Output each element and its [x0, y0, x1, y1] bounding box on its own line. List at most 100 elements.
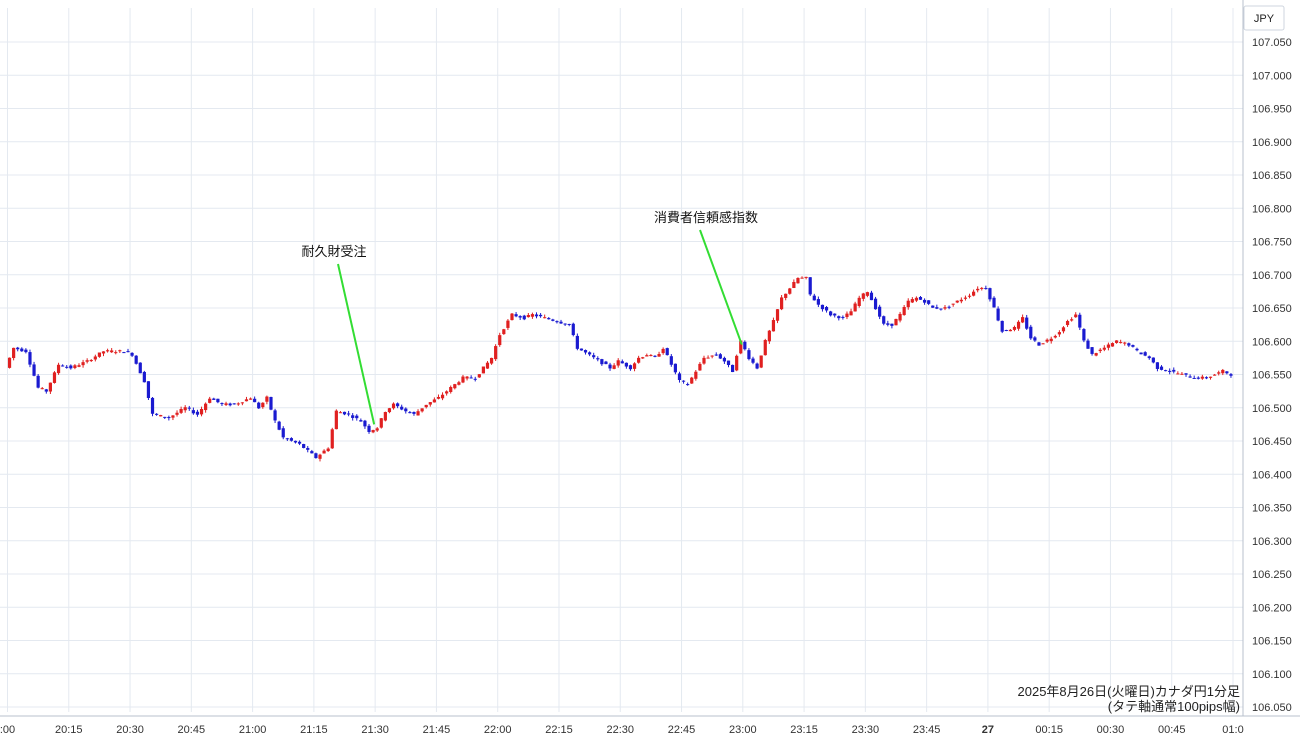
annotations: 耐久財受注 消費者信頼感指数	[301, 210, 758, 425]
candle-body	[935, 307, 939, 309]
candle-body	[784, 293, 788, 298]
candle-body	[502, 329, 506, 335]
tick-labels: 106.050 106.100 106.150 106.200 106.250 106.3…	[0, 13, 1292, 736]
candle-body	[767, 330, 771, 342]
candle	[1163, 369, 1168, 372]
candle	[396, 402, 400, 409]
candle-body	[269, 396, 273, 410]
y-tick-label: 106.800	[1252, 203, 1292, 215]
candle-body	[755, 363, 759, 369]
candle-body	[951, 303, 955, 305]
candle	[400, 404, 404, 411]
candle-body	[330, 429, 334, 449]
candle	[265, 395, 269, 405]
candle	[28, 349, 32, 368]
candle-body	[20, 348, 24, 352]
x-tick-label: 23:00	[729, 724, 757, 736]
y-tick-label: 106.150	[1252, 636, 1292, 648]
candles	[7, 276, 1233, 462]
x-tick-label: 20:30	[116, 724, 144, 736]
candle	[367, 423, 371, 434]
candle	[69, 364, 73, 370]
candle-body	[730, 364, 735, 373]
candle-body	[743, 341, 747, 350]
candle	[204, 402, 208, 413]
candle-body	[534, 314, 539, 317]
candle	[755, 362, 759, 370]
candle	[1196, 376, 1200, 380]
candle-body	[408, 412, 412, 414]
candle	[1000, 320, 1004, 334]
candle	[530, 312, 535, 319]
candle	[555, 320, 559, 324]
candle	[812, 293, 816, 301]
y-tick-label: 106.450	[1252, 436, 1292, 448]
candle	[330, 427, 334, 449]
candle-body	[81, 362, 85, 366]
candle-body	[616, 360, 620, 366]
candle-body	[841, 316, 845, 318]
candle	[134, 355, 138, 365]
candle-body	[906, 300, 910, 308]
candle-body	[628, 365, 633, 370]
candle-body	[306, 447, 310, 450]
candle-body	[1139, 352, 1143, 355]
candle-body	[963, 297, 968, 299]
candle	[346, 410, 351, 417]
x-tick-label: 23:30	[852, 724, 880, 736]
candle-body	[285, 438, 289, 440]
candle-body	[972, 291, 976, 296]
candle	[314, 452, 318, 459]
candle-body	[812, 295, 816, 301]
candle	[690, 376, 694, 384]
candle	[976, 286, 980, 293]
candle-body	[391, 403, 396, 409]
candle	[77, 363, 81, 368]
candle-body	[1074, 314, 1078, 318]
x-tick-label: 20:15	[55, 724, 83, 736]
candle-body	[322, 450, 326, 454]
candle	[1114, 340, 1119, 344]
candle-body	[608, 364, 612, 369]
candle	[575, 333, 579, 351]
candle	[722, 356, 727, 364]
candle-body	[171, 415, 175, 418]
candle	[800, 276, 804, 279]
candle	[1106, 342, 1111, 351]
candle-body	[61, 365, 65, 367]
candle-body	[873, 298, 878, 310]
candle	[326, 447, 330, 452]
candle	[24, 348, 28, 354]
candle-body	[943, 307, 947, 309]
candle	[1041, 343, 1045, 345]
candle	[947, 305, 951, 310]
candle	[355, 414, 359, 421]
candle-body	[665, 348, 669, 356]
candle	[118, 349, 122, 354]
candle-body	[988, 288, 992, 300]
candle-body	[461, 376, 465, 383]
candle	[40, 386, 44, 390]
candle	[559, 319, 563, 324]
candle	[167, 415, 171, 421]
candle	[686, 382, 690, 386]
candle-body	[1090, 347, 1094, 354]
candle-body	[302, 444, 306, 448]
candle-body	[833, 313, 837, 316]
y-tick-label: 106.250	[1252, 569, 1292, 581]
candle-body	[1204, 377, 1209, 379]
y-tick-label: 106.750	[1252, 237, 1292, 249]
candle-body	[163, 416, 167, 418]
candle-body	[796, 277, 800, 284]
candle	[44, 388, 48, 394]
candle-body	[93, 356, 97, 360]
candle	[726, 360, 731, 368]
candle	[440, 392, 445, 401]
candle-body	[1098, 349, 1102, 352]
candle	[608, 362, 612, 371]
candle-body	[1131, 345, 1135, 347]
candle-body	[898, 313, 902, 321]
candle	[453, 383, 457, 390]
candle	[93, 354, 97, 362]
candle	[457, 380, 461, 386]
